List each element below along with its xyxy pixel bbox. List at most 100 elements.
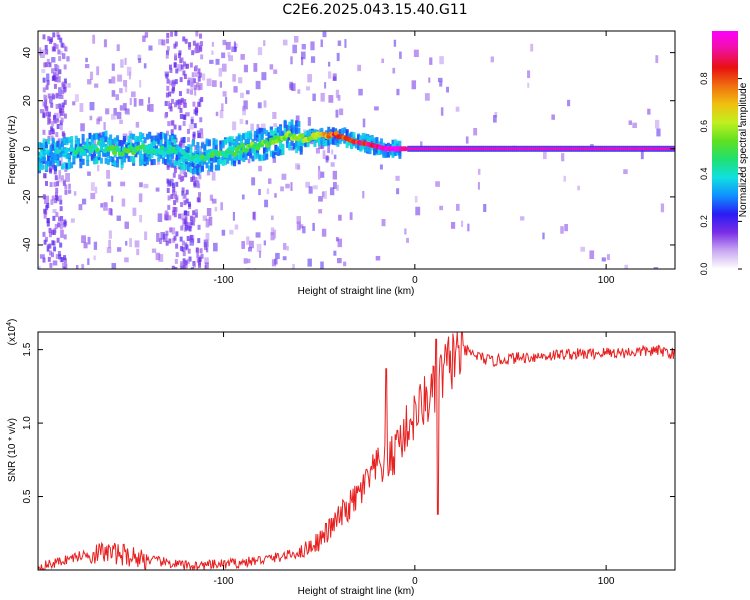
- heatmap-ridge-cell: [502, 147, 506, 151]
- heatmap-noise-cell: [60, 154, 63, 164]
- heatmap-noise-cell: [56, 65, 60, 71]
- heatmap-noise-cell: [108, 79, 112, 84]
- heatmap-noise-cell: [318, 209, 323, 214]
- heatmap-band-cell: [139, 159, 143, 166]
- heatmap-band-cell: [150, 135, 154, 142]
- heatmap-ridge-cell: [439, 147, 442, 151]
- heatmap-ridge-cell: [648, 147, 651, 151]
- heatmap-band-cell: [187, 164, 191, 171]
- heatmap-ridge-cell: [453, 147, 456, 151]
- heatmap-noise-cell: [194, 209, 198, 215]
- heatmap-noise-cell: [245, 267, 251, 269]
- heatmap-band-cell: [40, 147, 44, 154]
- heatmap-noise-cell: [186, 137, 190, 143]
- colorbar-tick-label: 0.8: [699, 72, 709, 85]
- spectrogram-heatmap: [38, 31, 675, 269]
- heatmap-noise-cell: [251, 177, 256, 186]
- heatmap-noise-cell: [317, 170, 321, 180]
- colorbar-tick-label: 0.2: [699, 215, 709, 228]
- heatmap-noise-cell: [63, 86, 67, 92]
- heatmap-noise-cell: [413, 49, 419, 58]
- heatmap-ridge-cell: [661, 147, 664, 151]
- heatmap-noise-cell: [59, 206, 63, 212]
- heatmap-noise-cell: [168, 91, 172, 97]
- heatmap-noise-cell: [63, 113, 67, 119]
- heatmap-band-cell: [295, 120, 299, 127]
- heatmap-noise-cell: [79, 103, 84, 112]
- heatmap-noise-cell: [167, 204, 171, 210]
- heatmap-noise-cell: [179, 265, 183, 269]
- heatmap-noise-cell: [164, 113, 168, 119]
- heatmap-ridge-cell: [422, 147, 425, 151]
- heatmap-ridge-cell: [476, 147, 479, 151]
- heatmap-band-cell: [81, 133, 85, 140]
- heatmap-ridge-cell: [432, 147, 435, 151]
- heatmap-ridge-cell: [552, 147, 555, 151]
- heatmap-band-cell: [256, 152, 260, 159]
- heatmap-band-cell: [226, 157, 230, 164]
- heatmap-noise-cell: [219, 109, 224, 119]
- heatmap-band-cell: [178, 161, 182, 168]
- heatmap-noise-cell: [137, 54, 142, 61]
- heatmap-noise-cell: [46, 245, 50, 252]
- heatmap-band-cell: [106, 150, 110, 157]
- heatmap-noise-cell: [96, 66, 100, 76]
- heatmap-noise-cell: [396, 88, 400, 96]
- heatmap-noise-cell: [654, 119, 660, 129]
- heatmap-band-cell: [122, 136, 126, 143]
- heatmap-band-cell: [217, 164, 221, 171]
- heatmap-noise-cell: [195, 31, 199, 37]
- heatmap-ridge-cell: [433, 147, 437, 151]
- heatmap-noise-cell: [296, 221, 301, 231]
- snr-y-tick-label: 1.0: [22, 416, 33, 430]
- heatmap-noise-cell: [258, 188, 261, 196]
- heatmap-noise-cell: [173, 235, 177, 241]
- heatmap-ridge-cell: [437, 147, 440, 151]
- heatmap-noise-cell: [315, 148, 320, 154]
- heatmap-ridge-cell: [89, 148, 95, 154]
- heatmap-noise-cell: [68, 183, 71, 190]
- heatmap-noise-cell: [187, 201, 191, 207]
- heatmap-noise-cell: [179, 236, 183, 242]
- heatmap-band-cell: [56, 140, 60, 147]
- heatmap-noise-cell: [51, 57, 56, 63]
- heatmap-noise-cell: [46, 80, 50, 86]
- heatmap-band-cell: [77, 138, 81, 145]
- heatmap-noise-cell: [424, 93, 430, 101]
- heatmap-noise-cell: [120, 59, 124, 68]
- heatmap-noise-cell: [173, 167, 177, 173]
- heatmap-band-cell: [290, 139, 294, 146]
- heatmap-noise-cell: [54, 68, 60, 76]
- heatmap-noise-cell: [70, 218, 75, 223]
- heatmap-band-cell: [49, 145, 53, 152]
- heatmap-band-cell: [251, 155, 255, 162]
- heatmap-ridge-cell: [667, 147, 670, 151]
- heatmap-band-cell: [182, 157, 186, 164]
- heatmap-ridge-cell: [458, 147, 462, 151]
- heatmap-band-cell: [249, 132, 253, 139]
- heatmap-noise-cell: [415, 206, 421, 216]
- heatmap-band-cell: [180, 164, 184, 171]
- heatmap-band-cell: [196, 150, 200, 157]
- heatmap-band-cell: [70, 139, 74, 146]
- heatmap-noise-cell: [189, 238, 195, 246]
- heatmap-noise-cell: [420, 141, 423, 148]
- heatmap-ridge-cell: [508, 147, 511, 151]
- heatmap-band-cell: [258, 136, 262, 143]
- heatmap-noise-cell: [327, 71, 332, 79]
- heatmap-noise-cell: [42, 34, 46, 40]
- heatmap-noise-cell: [198, 262, 202, 268]
- heatmap-noise-cell: [320, 39, 323, 48]
- heatmap-band-cell: [237, 154, 241, 161]
- heatmap-noise-cell: [87, 258, 90, 265]
- heatmap-band-cell: [281, 144, 285, 151]
- heatmap-noise-cell: [280, 186, 284, 192]
- heatmap-noise-cell: [189, 62, 193, 68]
- heatmap-band-cell: [205, 140, 209, 147]
- heatmap-band-cell: [361, 132, 365, 139]
- heatmap-band-cell: [164, 141, 168, 148]
- spectrogram-y-tick-label: -20: [22, 189, 33, 204]
- heatmap-band-cell: [249, 147, 253, 154]
- heatmap-ridge-cell: [192, 158, 198, 164]
- heatmap-noise-cell: [336, 52, 340, 62]
